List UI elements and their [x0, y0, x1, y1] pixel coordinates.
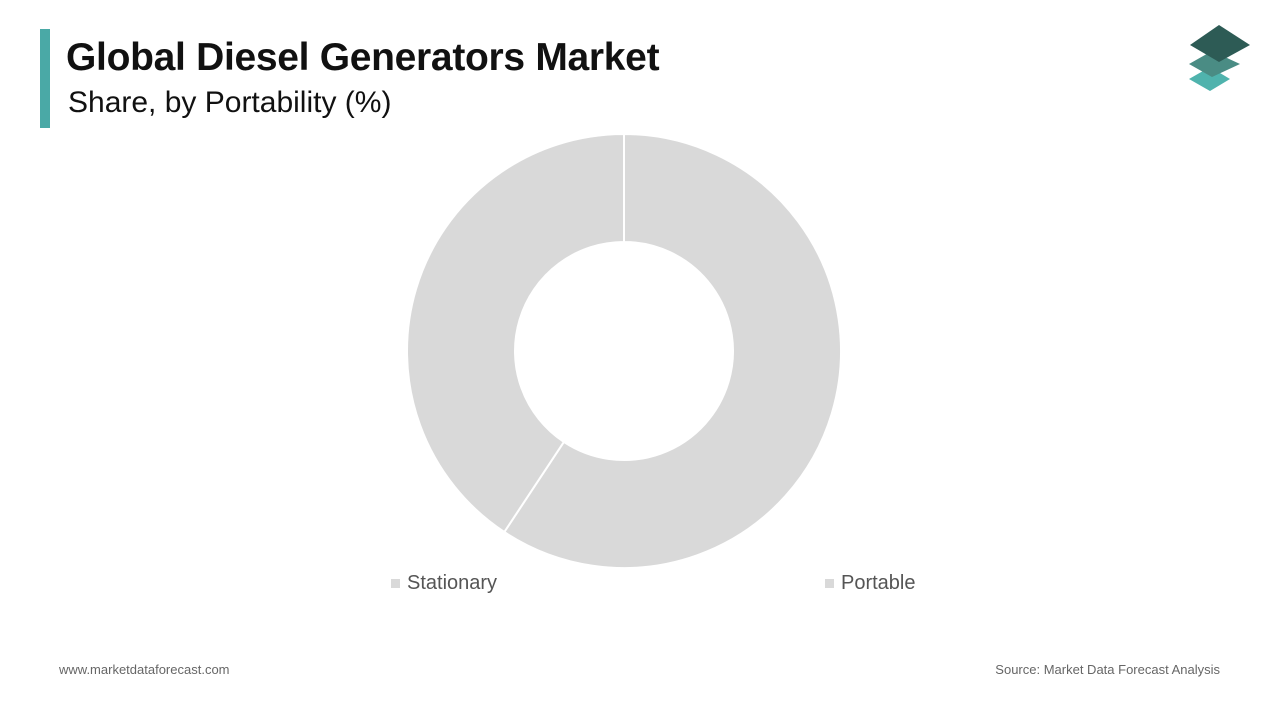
legend-label-portable: Portable [841, 572, 916, 594]
logo-layer-middle [1189, 51, 1240, 77]
stacked-layers-icon [1189, 25, 1250, 91]
title-accent-bar [40, 29, 50, 128]
legend-item-portable: Portable [825, 572, 916, 595]
legend-swatch-stationary [391, 579, 400, 588]
logo-layer-top [1190, 25, 1250, 62]
donut-slice-portable[interactable] [502, 132, 842, 569]
footer-website[interactable]: www.marketdataforecast.com [59, 662, 230, 677]
legend-swatch-portable [825, 579, 834, 588]
chart-title: Global Diesel Generators Market [66, 36, 660, 79]
legend-label-stationary: Stationary [407, 572, 498, 594]
footer-source: Source: Market Data Forecast Analysis [995, 662, 1220, 677]
donut-slice-stationary[interactable] [406, 132, 625, 534]
legend-item-stationary: Stationary [391, 572, 497, 595]
chart-subtitle: Share, by Portability (%) [68, 86, 392, 119]
